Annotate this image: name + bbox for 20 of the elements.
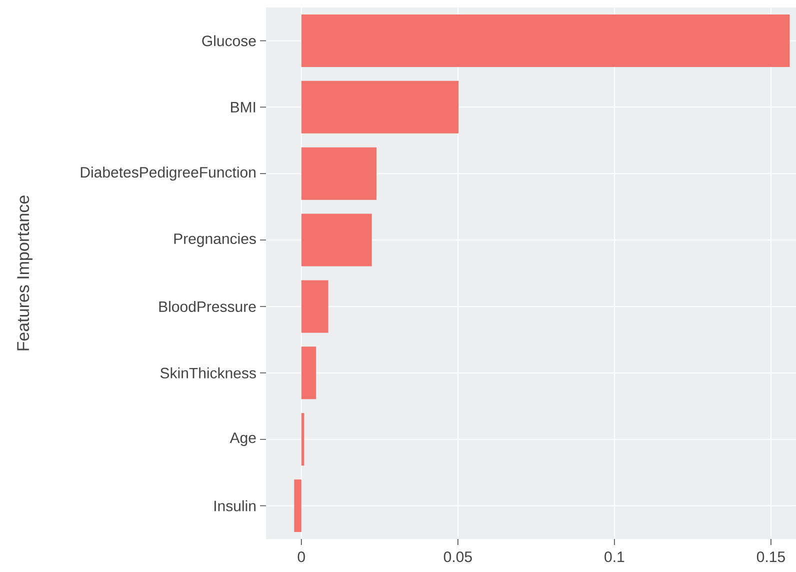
y-tick-label: Insulin <box>214 500 256 512</box>
y-tick-label: Pregnancies <box>174 233 256 248</box>
x-tick-label: 0.05 <box>444 552 472 562</box>
y-tick-label: BloodPressure <box>159 300 256 312</box>
bar <box>301 14 790 67</box>
bar <box>301 80 459 134</box>
bar <box>301 280 328 333</box>
x-tick-label: 0.15 <box>756 552 785 562</box>
y-tick-label: SkinThickness <box>160 367 256 378</box>
x-tick-label: 0.1 <box>604 552 624 562</box>
bar <box>294 480 302 532</box>
y-tick-label: DiabetesPedigreeFunction <box>80 166 256 181</box>
bar <box>301 214 372 266</box>
y-tick-label: BMI <box>231 102 256 112</box>
y-tick-label: Age <box>230 432 256 446</box>
x-tick-label: 0 <box>298 552 305 562</box>
y-axis-title: Features Importance <box>17 196 32 350</box>
bar <box>301 346 316 400</box>
bar <box>301 147 377 200</box>
y-tick-label: Glucose <box>202 35 256 46</box>
